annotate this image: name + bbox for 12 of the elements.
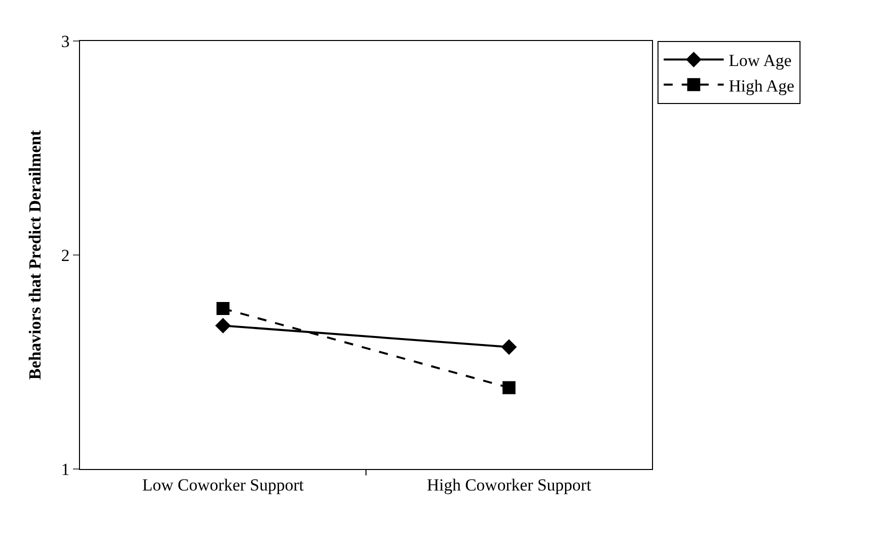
y-tick-label: 1 xyxy=(61,460,70,479)
x-tick-label: High Coworker Support xyxy=(426,475,592,494)
point xyxy=(216,302,230,315)
legend-label: High Age xyxy=(728,76,794,96)
point xyxy=(215,318,231,334)
legend-label: Low Age xyxy=(728,51,792,70)
x-tick-label: Low Coworker Support xyxy=(142,475,304,494)
y-axis-title: Behaviors that Predict Derailment xyxy=(26,130,45,380)
point xyxy=(502,381,516,394)
y-tick-label: 2 xyxy=(61,246,70,265)
y-tick-label: 3 xyxy=(61,32,70,51)
point xyxy=(501,339,517,355)
